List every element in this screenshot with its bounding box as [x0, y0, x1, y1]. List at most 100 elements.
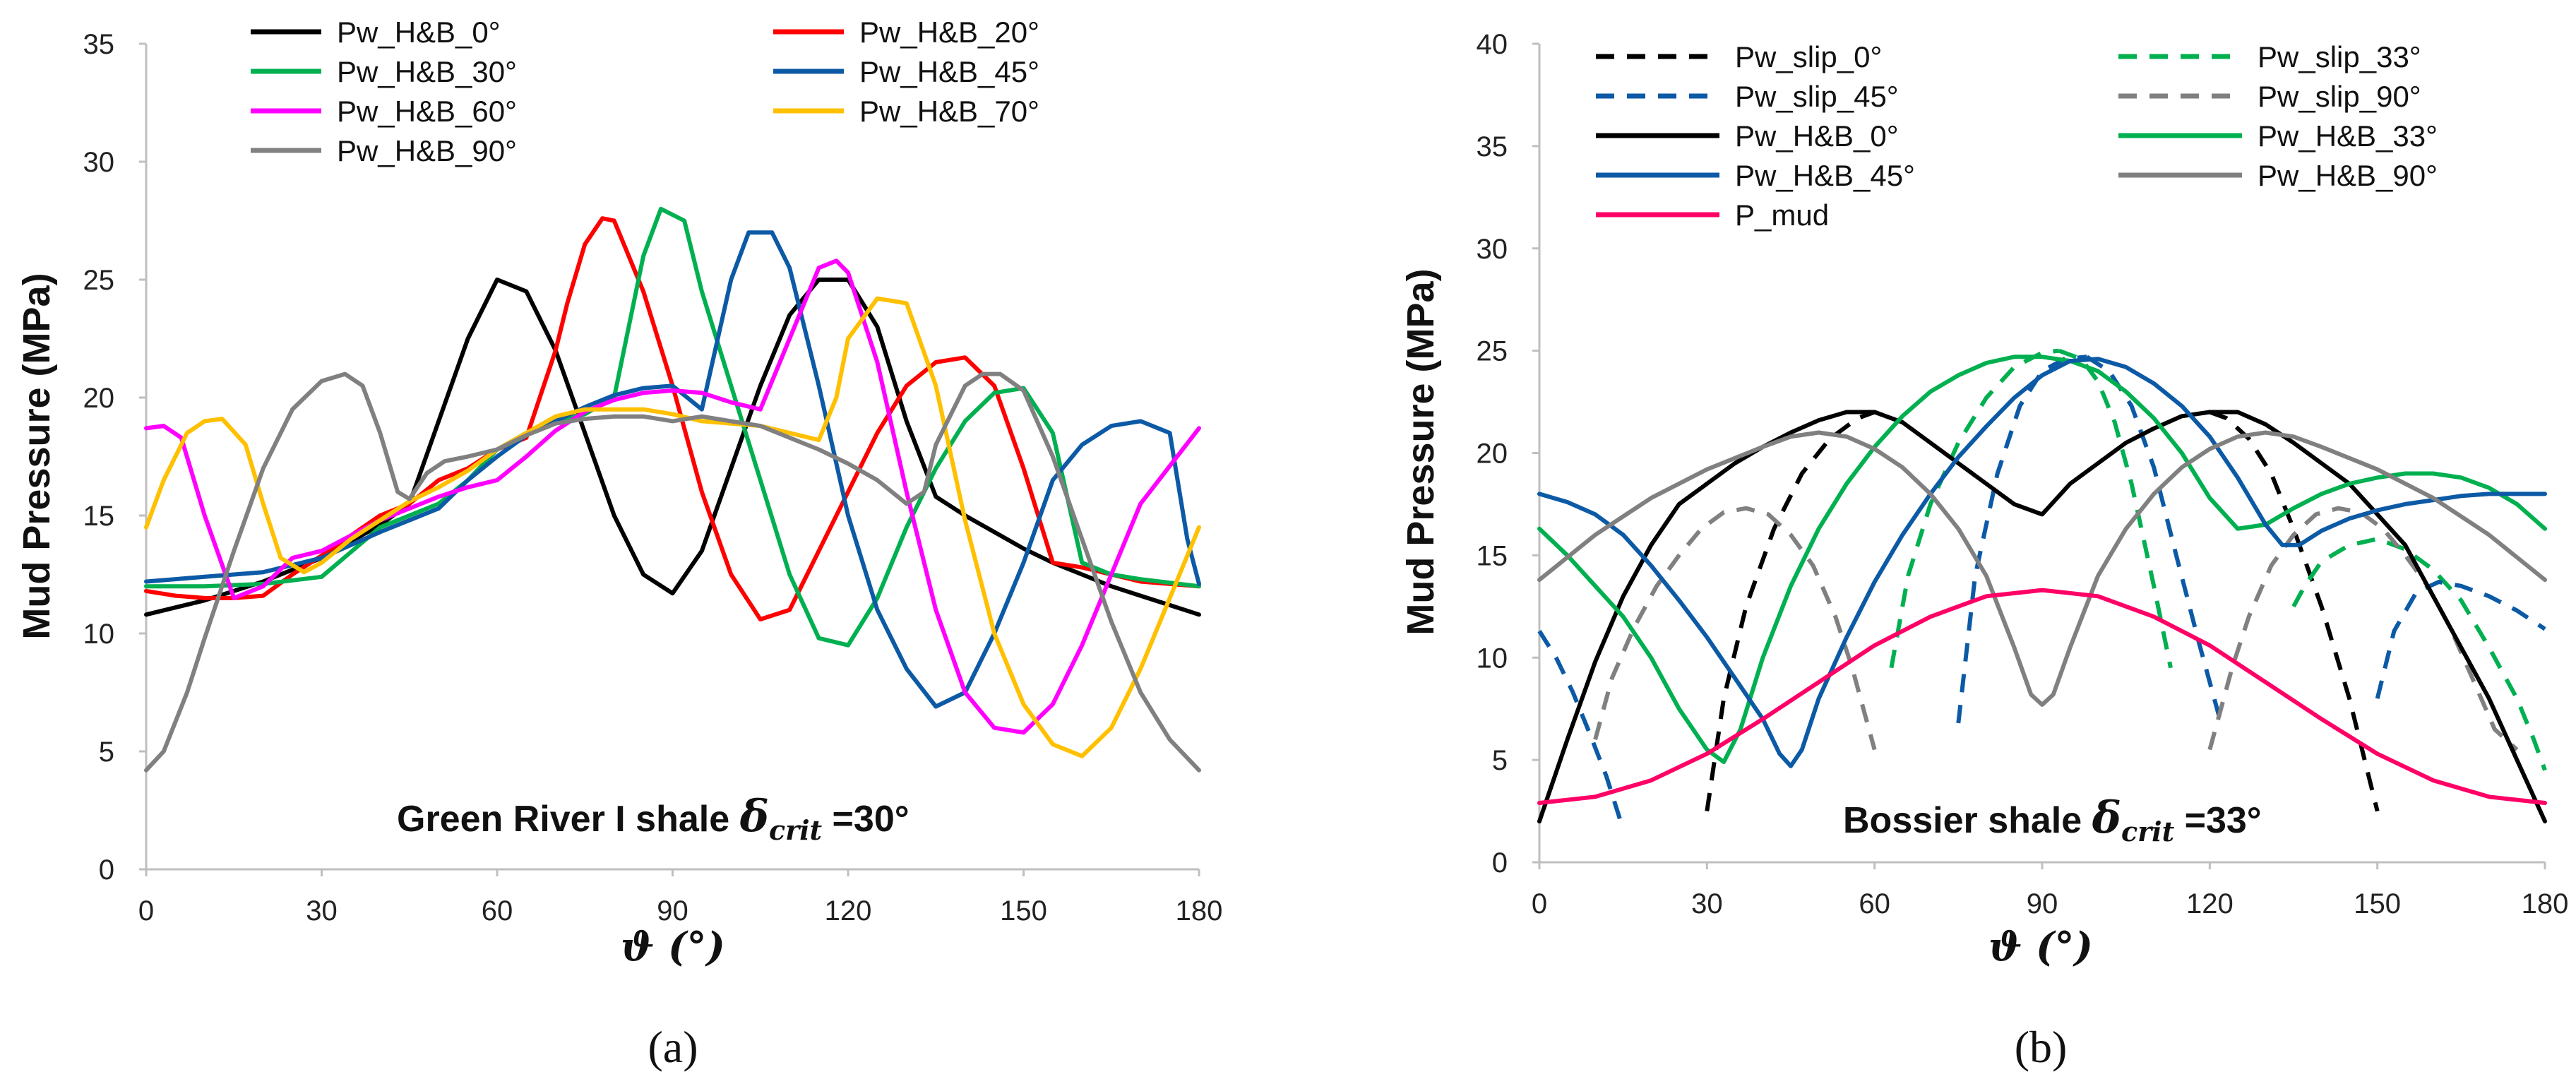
series-pw-slip-45deg	[1537, 355, 2546, 830]
series-line	[144, 278, 1201, 617]
series-pw-handb-0deg	[144, 278, 1201, 617]
y-tick-label: 10	[1477, 643, 1508, 674]
x-tick-label: 150	[2354, 888, 2401, 919]
legend-label: Pw_slip_0°	[1735, 40, 1882, 73]
annotation: Bossier shale δcrit =33°	[1843, 792, 2262, 847]
series-pw-handb-70deg	[144, 296, 1201, 758]
legend-label: Pw_H&B_33°	[2258, 119, 2438, 153]
series-pw-handb-90deg	[144, 371, 1201, 773]
annotation-subscript: crit	[769, 814, 823, 846]
series-line	[1537, 357, 2547, 768]
x-tick-label: 90	[657, 895, 688, 927]
series-line	[2375, 580, 2546, 699]
annotation-text: =33°	[2174, 800, 2261, 841]
series-line	[1537, 588, 2547, 805]
series-pw-handb-60deg	[144, 258, 1201, 735]
legend-label: Pw_H&B_30°	[337, 55, 517, 88]
panel-caption: (b)	[2015, 1022, 2068, 1072]
series-line	[2207, 506, 2519, 751]
y-axis-title: Mud Pressure (MPa)	[16, 273, 58, 639]
x-axis-title: ϑ (°)	[1988, 924, 2093, 970]
chart-panel-b: 0 5 10 15 20 25 30 35 40 0 30 60 90 120 150 180 Mud Pres…	[1400, 29, 2568, 1072]
x-tick-label: 60	[482, 895, 513, 927]
series-p-mud	[1537, 588, 2547, 805]
series-line	[1537, 355, 2547, 764]
y-tick-label: 30	[1477, 234, 1508, 265]
series-pw-handb-90deg	[1537, 430, 2547, 707]
x-tick-label: 0	[138, 895, 154, 927]
y-tick-label: 15	[83, 501, 115, 532]
y-tick-label: 5	[1492, 745, 1508, 776]
annotation-text: =30°	[822, 799, 909, 840]
y-tick-label: 0	[1492, 847, 1508, 878]
x-tick-label: 120	[825, 895, 872, 927]
y-tick-label: 30	[83, 147, 115, 178]
y-tick-label: 20	[1477, 439, 1508, 470]
y-tick-label: 20	[83, 383, 115, 414]
series-line	[1537, 430, 2547, 707]
legend-label: P_mud	[1735, 198, 1829, 232]
series-pw-slip-90deg	[1593, 506, 2519, 751]
y-axis-title: Mud Pressure (MPa)	[1400, 268, 1442, 635]
series-line	[2209, 410, 2380, 812]
y-tick-label: 10	[83, 619, 115, 650]
annotation-text: Bossier shale	[1843, 800, 2092, 841]
series-pw-handb-45deg	[144, 230, 1201, 709]
series-line	[144, 371, 1201, 773]
legend-label: Pw_slip_33°	[2258, 40, 2421, 73]
y-tick-label: 15	[1477, 540, 1508, 571]
series-pw-handb-33deg	[1537, 355, 2547, 764]
series-line	[1537, 410, 2547, 823]
legend-label: Pw_H&B_90°	[337, 134, 517, 167]
legend-label: Pw_H&B_45°	[1735, 159, 1915, 192]
legend-label: Pw_slip_45°	[1735, 80, 1899, 113]
series-line	[144, 258, 1201, 735]
x-axis-title: ϑ (°)	[621, 924, 725, 970]
x-tick-label: 90	[2027, 888, 2058, 919]
annotation-symbol: δ	[2092, 792, 2121, 843]
y-tick-label: 35	[83, 29, 115, 60]
series-line	[1593, 506, 1877, 751]
x-tick-label: 180	[2522, 888, 2569, 919]
y-tick-label: 35	[1477, 131, 1508, 162]
series-line	[2058, 348, 2173, 669]
series-pw-handb-30deg	[144, 206, 1201, 648]
annotation-subscript: crit	[2121, 816, 2175, 847]
x-tick-label: 30	[1691, 888, 1723, 919]
y-tick-label: 0	[99, 854, 114, 886]
y-tick-label: 25	[1477, 336, 1508, 367]
x-tick-label: 120	[2186, 888, 2234, 919]
series-line	[144, 230, 1201, 709]
legend-label: Pw_H&B_60°	[337, 95, 517, 128]
series-pw-slip-0deg	[1705, 410, 2380, 812]
legend-label: Pw_H&B_0°	[337, 16, 501, 49]
legend-label: Pw_H&B_90°	[2258, 159, 2438, 192]
series-pw-handb-45deg	[1537, 357, 2547, 768]
legend-label: Pw_H&B_45°	[859, 55, 1039, 88]
series-line	[1537, 630, 1626, 830]
x-tick-label: 30	[306, 895, 338, 927]
annotation-text: Green River I shale	[397, 799, 740, 840]
y-tick-label: 5	[99, 737, 114, 768]
x-tick-label: 60	[1859, 888, 1890, 919]
legend: Pw_slip_0° Pw_slip_33° Pw_slip_45° Pw_slip_…	[1596, 40, 2438, 232]
series-line	[2291, 537, 2547, 771]
y-tick-label: 25	[83, 265, 115, 296]
legend: Pw_H&B_0° Pw_H&B_20° Pw_H&B_30° Pw_H&B_45° P…	[251, 16, 1039, 167]
series-line	[144, 206, 1201, 648]
legend-label: Pw_slip_90°	[2258, 80, 2421, 113]
annotation: Green River I shale δcrit =30°	[397, 790, 910, 846]
legend-label: Pw_H&B_20°	[859, 16, 1039, 49]
x-tick-label: 150	[1000, 895, 1047, 927]
annotation-symbol: δ	[739, 790, 769, 842]
y-tick-label: 40	[1477, 29, 1508, 60]
series-line	[1705, 410, 1876, 812]
legend-label: Pw_H&B_0°	[1735, 119, 1899, 153]
x-tick-label: 180	[1176, 895, 1223, 927]
chart-panel-a: 0 5 10 15 20 25 30 35 0 30 60 90 120 150 180 Mud Pressu…	[16, 16, 1222, 1072]
legend-label: Pw_H&B_70°	[859, 95, 1039, 128]
series-line	[144, 296, 1201, 758]
series-pw-handb-0deg	[1537, 410, 2547, 823]
x-tick-label: 0	[1532, 888, 1547, 919]
